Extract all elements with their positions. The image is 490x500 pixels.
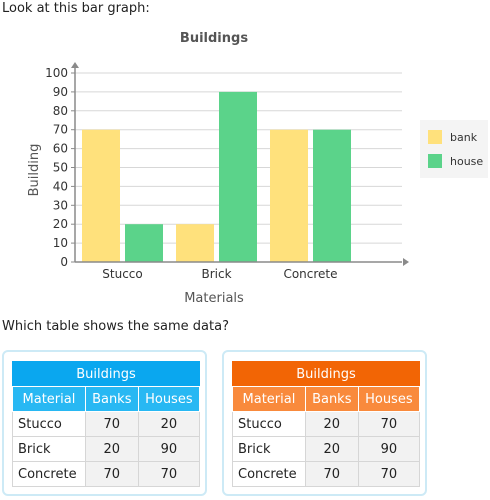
bar-house xyxy=(313,129,351,262)
header-houses: Houses xyxy=(137,386,201,412)
y-tick-label: 40 xyxy=(53,179,68,193)
y-tick-label: 30 xyxy=(53,198,68,212)
y-tick-label: 100 xyxy=(45,66,68,80)
x-axis-label: Materials xyxy=(184,291,244,306)
y-tick-label: 70 xyxy=(53,123,68,137)
cell-material: Stucco xyxy=(12,411,86,437)
cell-material: Stucco xyxy=(232,411,306,437)
y-tick-label: 80 xyxy=(53,104,68,118)
y-tick-label: 20 xyxy=(53,217,68,231)
header-material: Material xyxy=(12,386,86,412)
y-tick-label: 10 xyxy=(53,236,68,250)
cell-banks: 20 xyxy=(304,411,359,437)
table-row: Stucco 70 20 xyxy=(12,411,201,437)
x-tick-label: Brick xyxy=(201,267,231,281)
y-tick-label: 60 xyxy=(53,142,68,156)
y-axis-arrow-icon xyxy=(71,62,79,68)
table-title: Buildings xyxy=(12,361,200,387)
table-a: Buildings Material Banks Houses Stucco 7… xyxy=(12,361,201,487)
header-banks: Banks xyxy=(304,386,359,412)
y-tick-label: 90 xyxy=(53,85,68,99)
chart-title: Buildings xyxy=(180,31,248,46)
cell-banks: 20 xyxy=(304,436,359,462)
bar-bank xyxy=(176,224,214,262)
question-text: Which table shows the same data? xyxy=(2,319,229,334)
cell-houses: 20 xyxy=(137,411,201,437)
cell-banks: 70 xyxy=(84,411,139,437)
legend-swatch-bank xyxy=(428,130,442,144)
prompt-text: Look at this bar graph: xyxy=(2,1,150,16)
cell-houses: 70 xyxy=(357,461,421,487)
cell-houses: 70 xyxy=(137,461,201,487)
legend-label: house xyxy=(450,155,483,168)
cell-material: Concrete xyxy=(12,461,86,487)
bar-house xyxy=(219,91,257,263)
cell-houses: 90 xyxy=(137,436,201,462)
table-row: Concrete 70 70 xyxy=(232,461,421,487)
y-tick-label: 0 xyxy=(60,255,68,269)
table-row: Brick 20 90 xyxy=(12,436,201,462)
cell-banks: 70 xyxy=(84,461,139,487)
cell-banks: 20 xyxy=(84,436,139,462)
header-banks: Banks xyxy=(84,386,139,412)
bar-bank xyxy=(270,129,308,262)
answer-option-b[interactable]: Buildings Material Banks Houses Stucco 2… xyxy=(222,350,427,496)
table-row: Brick 20 90 xyxy=(232,436,421,462)
header-material: Material xyxy=(232,386,306,412)
cell-houses: 90 xyxy=(357,436,421,462)
cell-material: Concrete xyxy=(232,461,306,487)
x-axis-arrow-icon xyxy=(403,258,409,266)
legend-box xyxy=(420,120,488,178)
cell-material: Brick xyxy=(232,436,306,462)
y-axis-label: Building xyxy=(27,144,42,197)
legend-swatch-house xyxy=(428,154,442,168)
bar-chart: Buildings 0 10 20 30 40 50 60 70 80 90 100 Stucco Bri… xyxy=(27,31,488,306)
y-tick-label: 50 xyxy=(53,161,68,175)
answer-option-a[interactable]: Buildings Material Banks Houses Stucco 7… xyxy=(2,350,207,496)
x-tick-label: Stucco xyxy=(102,267,142,281)
table-title: Buildings xyxy=(232,361,420,387)
table-b: Buildings Material Banks Houses Stucco 2… xyxy=(232,361,421,487)
x-tick-label: Concrete xyxy=(283,267,337,281)
cell-houses: 70 xyxy=(357,411,421,437)
cell-banks: 70 xyxy=(304,461,359,487)
header-houses: Houses xyxy=(357,386,421,412)
table-row: Stucco 20 70 xyxy=(232,411,421,437)
legend-label: bank xyxy=(450,131,478,144)
bar-house xyxy=(125,224,163,262)
bar-bank xyxy=(82,129,120,262)
cell-material: Brick xyxy=(12,436,86,462)
table-row: Concrete 70 70 xyxy=(12,461,201,487)
